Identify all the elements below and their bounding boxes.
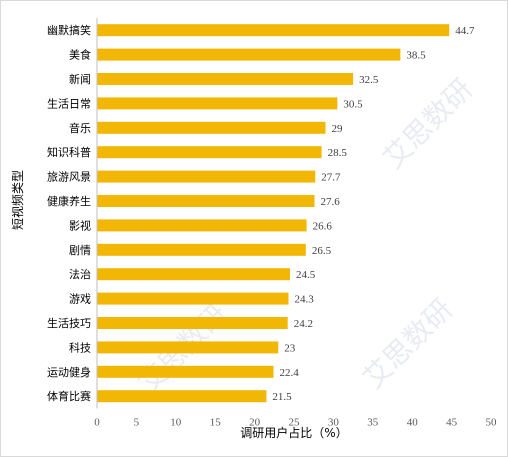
category-label-3: 生活日常 [47,96,91,110]
value-label-4: 29 [332,123,344,135]
value-label-12: 24.2 [294,318,313,330]
bar-4 [97,121,326,134]
watermark-bottom: 艾思数研 [357,292,460,395]
watermark-top: 艾思数研 [377,72,480,175]
x-tick-8: 40 [407,416,419,428]
x-tick-4: 20 [249,416,261,428]
category-label-4: 音乐 [69,121,91,135]
value-label-1: 38.5 [406,50,426,62]
bar-15 [97,390,267,403]
value-label-0: 44.7 [455,25,475,37]
value-label-13: 23 [284,342,296,354]
value-label-14: 22.4 [280,367,300,379]
x-tick-labels: 0 5 10 15 20 25 30 35 40 45 50 [94,416,497,428]
category-label-8: 影视 [69,218,91,232]
x-tick-9: 45 [446,416,458,428]
category-label-10: 法治 [69,267,91,281]
category-labels: 幽默搞笑美食新闻生活日常音乐知识科普旅游风景健康养生影视剧情法治游戏生活技巧科技… [47,23,91,403]
x-tick-5: 25 [289,416,301,428]
category-label-7: 健康养生 [47,194,91,208]
bar-7 [97,195,315,207]
bar-2 [97,73,354,85]
value-label-2: 32.5 [359,74,379,86]
x-tick-0: 0 [94,416,100,428]
bars-group [97,24,450,403]
value-label-8: 26.6 [313,220,333,232]
category-label-9: 剧情 [69,244,91,257]
category-label-15: 体育比赛 [47,389,91,403]
bar-0 [97,24,450,37]
x-tick-2: 10 [170,416,182,428]
x-tick-10: 50 [486,416,498,428]
category-label-6: 旅游风景 [47,170,91,184]
x-tick-7: 35 [367,416,379,428]
value-label-15: 21.5 [272,391,292,403]
value-label-6: 27.7 [321,172,341,184]
category-label-11: 游戏 [69,293,91,306]
bar-1 [97,48,401,61]
bar-3 [97,97,338,110]
category-label-12: 生活技巧 [47,316,91,330]
x-tick-1: 5 [134,416,140,428]
category-label-5: 知识科普 [47,145,91,159]
bar-11 [97,292,289,305]
bar-12 [97,317,288,329]
value-label-9: 26.5 [312,245,332,257]
value-label-10: 24.5 [296,269,316,281]
bar-6 [97,170,316,183]
value-labels: 44.7 38.5 32.5 30.5 29 28.5 27.7 27.6 26.6 26.5 24… [272,25,475,403]
value-label-11: 24.3 [294,294,314,306]
category-label-14: 运动健身 [47,365,91,379]
category-label-13: 科技 [69,340,91,354]
bar-14 [97,365,274,378]
value-label-3: 30.5 [343,98,363,110]
bar-8 [97,219,307,232]
bar-5 [97,146,322,159]
x-tick-3: 15 [210,416,222,428]
category-label-0: 幽默搞笑 [47,23,91,37]
category-label-2: 新闻 [69,72,91,86]
category-label-1: 美食 [69,48,91,62]
bar-10 [97,268,291,281]
value-label-5: 28.5 [328,147,348,159]
y-axis-title: 短视频类型 [10,170,25,230]
x-tick-6: 30 [328,416,340,428]
value-label-7: 27.6 [320,196,340,208]
bar-9 [97,243,306,256]
x-axis-title: 调研用户占比（%） [240,425,347,440]
bar-13 [97,341,279,354]
